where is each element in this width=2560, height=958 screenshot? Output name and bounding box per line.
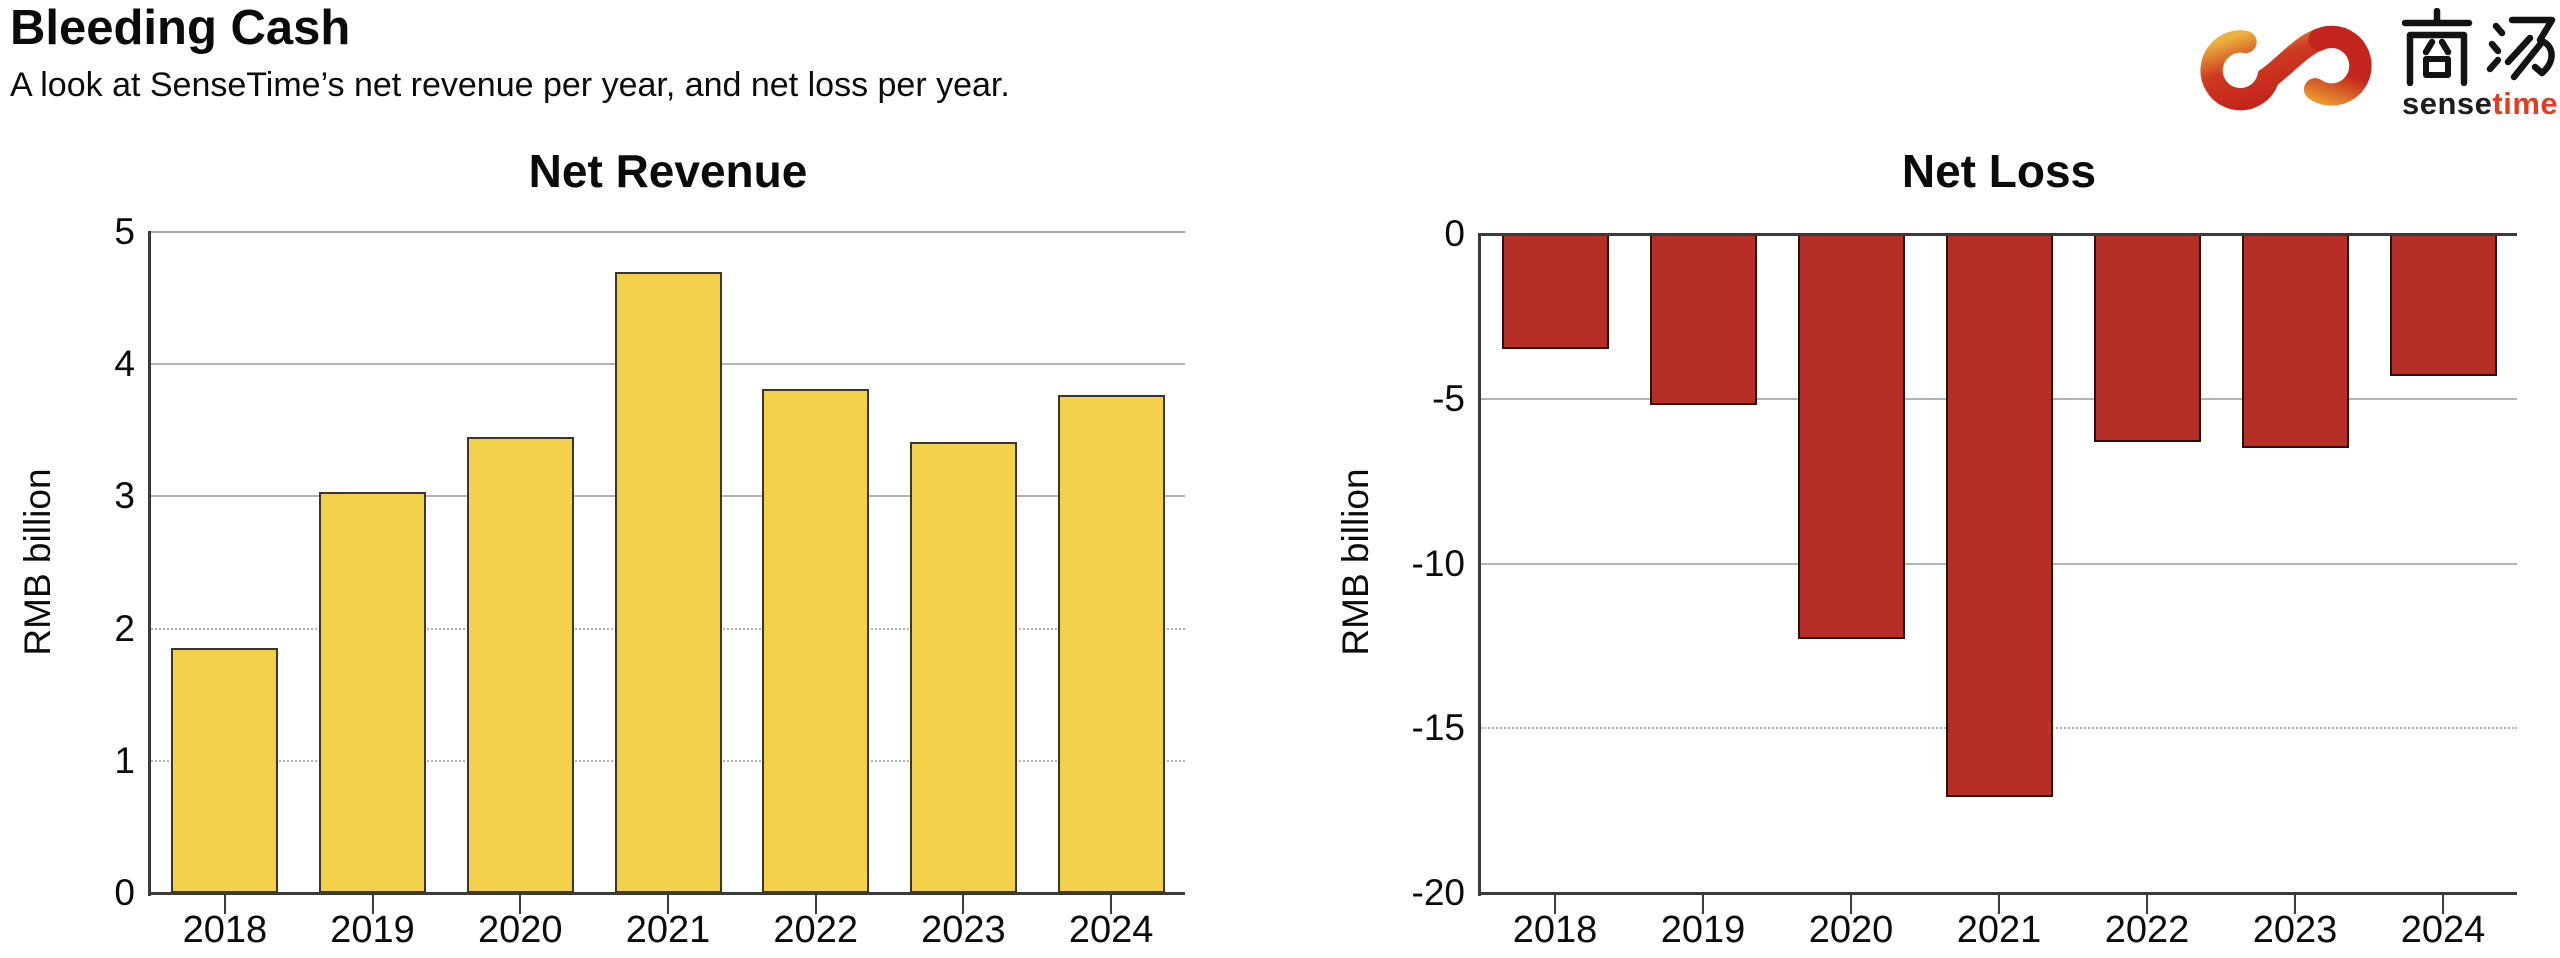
x-tick-label: 2024	[2400, 909, 2486, 951]
bar-2022	[762, 389, 870, 893]
y-tick-label: 5	[114, 211, 135, 252]
net-revenue-y-axis-title: RMB billion	[17, 468, 58, 656]
y-axis-line	[148, 231, 151, 896]
net-loss-chart-title: Net Loss	[1901, 145, 2097, 197]
top-axis-line	[1478, 232, 2517, 236]
bar-2023	[2241, 234, 2349, 449]
page-title: Bleeding Cash	[10, 1, 351, 55]
x-tick-label: 2022	[2104, 909, 2190, 951]
x-tick-label: 2018	[182, 909, 268, 951]
x-tick	[1554, 894, 1556, 914]
x-tick-label: 2018	[1512, 909, 1598, 951]
x-tick	[371, 894, 374, 914]
y-tick-label: -20	[1411, 872, 1465, 913]
x-tick	[519, 894, 522, 914]
x-tick	[962, 894, 965, 914]
x-tick	[1110, 894, 1113, 914]
y-tick-label: 2	[114, 607, 135, 649]
x-tick-label: 2021	[625, 909, 711, 951]
bar-2021	[614, 271, 722, 893]
bar-2018	[171, 648, 279, 893]
bar-2018	[1501, 234, 1609, 350]
x-axis-line	[148, 891, 1185, 895]
x-tick-label: 2024	[1068, 909, 1154, 951]
y-tick-label: 0	[1444, 213, 1465, 254]
y-tick-label: -10	[1411, 542, 1465, 584]
x-tick	[223, 894, 226, 914]
sensetime-hanzi-logotype	[2402, 8, 2556, 86]
bar-2021	[1945, 234, 2053, 798]
page-subtitle: A look at SenseTime’s net revenue per ye…	[10, 66, 1010, 104]
x-tick-label: 2020	[478, 909, 563, 951]
y-tick-label: 4	[114, 343, 135, 385]
bar-2019	[319, 492, 427, 893]
net-revenue-chart-title: Net Revenue	[528, 145, 808, 197]
gridline	[151, 231, 1185, 233]
y-tick-label: 0	[114, 872, 135, 913]
x-tick-label: 2020	[1808, 909, 1894, 951]
x-axis-line	[1478, 891, 2517, 895]
sensetime-swirl-logo-icon	[2200, 25, 2372, 111]
bar-2023	[909, 442, 1017, 893]
bar-2019	[1649, 234, 1757, 406]
bar-2024	[2389, 234, 2497, 376]
sensetime-wordmark: sensetime	[2402, 86, 2558, 122]
bar-2020	[1797, 234, 1905, 640]
x-tick	[2442, 894, 2444, 914]
wordmark-time: time	[2492, 86, 2559, 121]
x-tick-label: 2021	[1956, 909, 2042, 951]
x-tick-label: 2023	[921, 909, 1006, 951]
bar-2024	[1057, 394, 1165, 893]
x-tick-label: 2023	[2252, 909, 2338, 951]
x-tick-label: 2019	[1660, 909, 1746, 951]
x-tick	[667, 894, 669, 914]
wordmark-sense: sense	[2402, 86, 2493, 121]
x-tick	[2146, 894, 2148, 914]
y-tick-label: 1	[114, 739, 135, 781]
x-tick	[1998, 894, 2000, 914]
x-tick	[1850, 894, 1852, 914]
y-tick-label: -5	[1432, 377, 1465, 419]
x-tick	[814, 894, 817, 914]
y-axis-line	[1478, 233, 1481, 896]
x-tick-label: 2022	[773, 909, 858, 951]
y-tick-label: 3	[114, 475, 135, 517]
bar-2022	[2093, 234, 2201, 442]
bar-2020	[466, 436, 574, 893]
y-tick-label: -15	[1411, 707, 1465, 749]
x-tick-label: 2019	[330, 909, 415, 951]
x-tick	[2294, 894, 2296, 914]
x-tick	[1702, 894, 1704, 914]
